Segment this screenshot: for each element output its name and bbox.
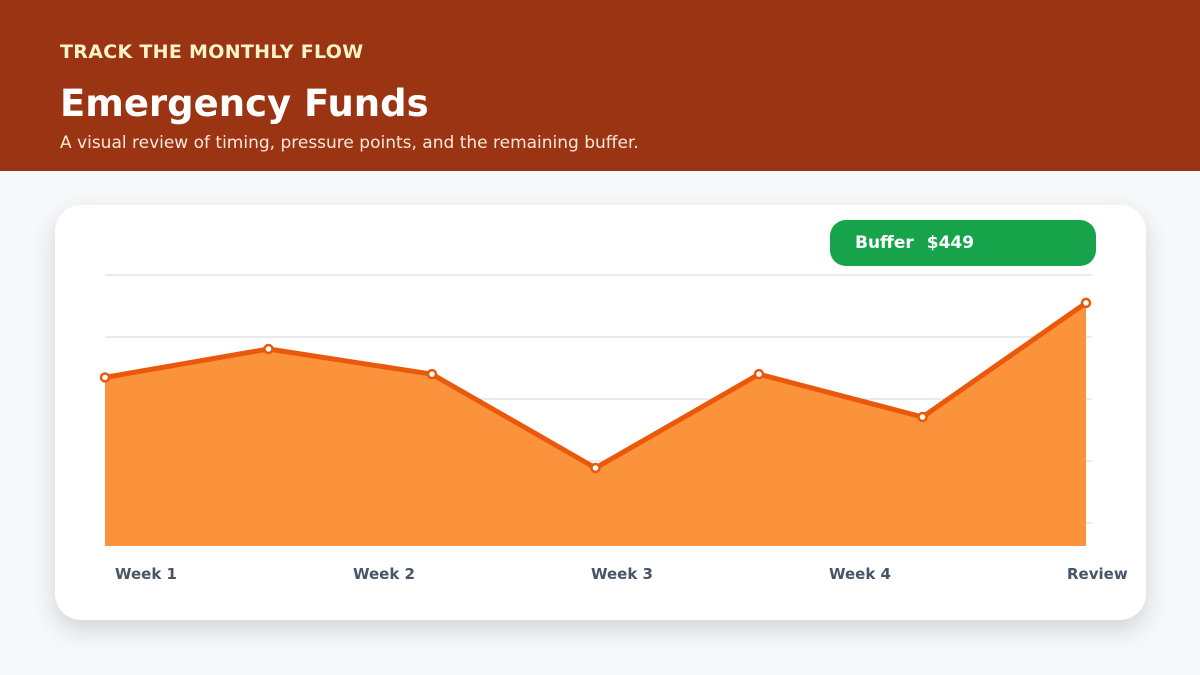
buffer-value: $449 [927,233,974,253]
data-point [755,370,763,378]
data-point [592,464,600,472]
x-tick-label: Week 1 [115,565,177,583]
data-point [428,370,436,378]
data-point [101,373,109,381]
x-tick-label: Week 2 [353,565,415,583]
area-fill [105,303,1086,546]
x-axis-labels: Week 1 Week 2 Week 3 Week 4 Review [115,565,1128,583]
data-point [1082,299,1090,307]
data-point [919,413,927,421]
buffer-label: Buffer [855,233,914,253]
buffer-badge: Buffer $449 [830,220,1096,266]
data-point [265,345,273,353]
x-tick-label: Week 3 [591,565,653,583]
x-tick-label: Week 4 [829,565,891,583]
x-tick-label: Review [1067,565,1128,583]
